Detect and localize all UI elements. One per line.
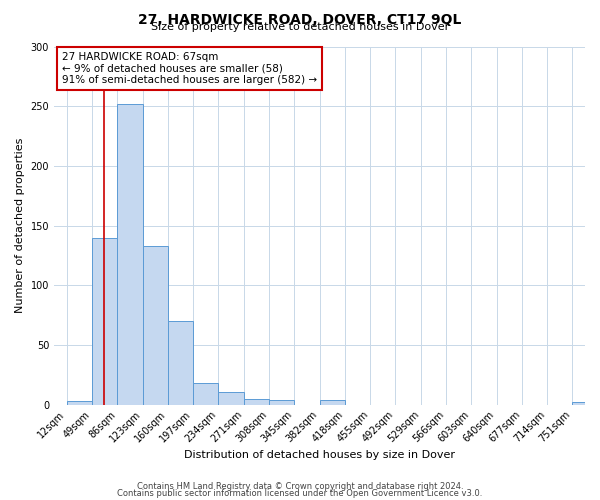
Bar — [572, 402, 598, 404]
Bar — [92, 238, 117, 404]
Bar — [67, 401, 92, 404]
Bar — [320, 400, 345, 404]
Bar — [269, 400, 294, 404]
Text: Contains HM Land Registry data © Crown copyright and database right 2024.: Contains HM Land Registry data © Crown c… — [137, 482, 463, 491]
Bar — [193, 383, 218, 404]
Bar — [117, 104, 143, 405]
Text: Size of property relative to detached houses in Dover: Size of property relative to detached ho… — [151, 22, 449, 32]
Bar — [218, 392, 244, 404]
Bar — [168, 321, 193, 404]
Text: 27, HARDWICKE ROAD, DOVER, CT17 9QL: 27, HARDWICKE ROAD, DOVER, CT17 9QL — [139, 12, 461, 26]
Text: Contains public sector information licensed under the Open Government Licence v3: Contains public sector information licen… — [118, 489, 482, 498]
X-axis label: Distribution of detached houses by size in Dover: Distribution of detached houses by size … — [184, 450, 455, 460]
Text: 27 HARDWICKE ROAD: 67sqm
← 9% of detached houses are smaller (58)
91% of semi-de: 27 HARDWICKE ROAD: 67sqm ← 9% of detache… — [62, 52, 317, 85]
Bar — [244, 398, 269, 404]
Y-axis label: Number of detached properties: Number of detached properties — [15, 138, 25, 314]
Bar — [143, 246, 168, 404]
